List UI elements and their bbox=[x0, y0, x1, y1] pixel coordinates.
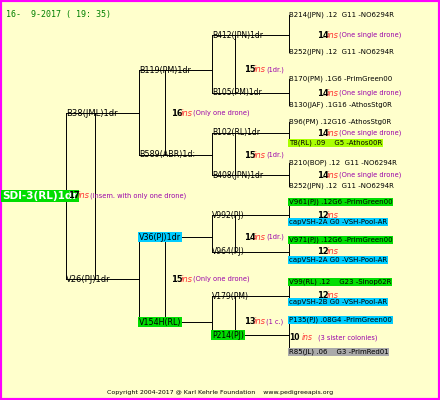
Text: ins: ins bbox=[302, 334, 313, 342]
Text: capVSH-2A G0 -VSH-Pool-AR: capVSH-2A G0 -VSH-Pool-AR bbox=[289, 257, 387, 263]
Text: P214(PJ): P214(PJ) bbox=[212, 330, 244, 340]
Text: B119(PM)1dr: B119(PM)1dr bbox=[139, 66, 191, 74]
Text: ins: ins bbox=[327, 292, 339, 300]
Text: 15: 15 bbox=[171, 274, 183, 284]
Text: 16: 16 bbox=[171, 108, 183, 118]
Text: (Only one drone): (Only one drone) bbox=[193, 110, 249, 116]
Text: ins: ins bbox=[327, 30, 339, 40]
Text: ins: ins bbox=[254, 232, 266, 242]
Text: 12: 12 bbox=[317, 292, 329, 300]
Text: 14: 14 bbox=[317, 170, 329, 180]
Text: V961(PJ) .12G6 -PrimGreen00: V961(PJ) .12G6 -PrimGreen00 bbox=[289, 199, 392, 205]
Text: B105(PM)1dr: B105(PM)1dr bbox=[212, 88, 262, 98]
Text: ins: ins bbox=[78, 192, 90, 200]
Text: ins: ins bbox=[327, 248, 339, 256]
Text: B130(JAF) .1G16 -AthosStg0R: B130(JAF) .1G16 -AthosStg0R bbox=[289, 102, 392, 108]
Text: (Insem. with only one drone): (Insem. with only one drone) bbox=[90, 193, 186, 199]
Text: (3 sister colonies): (3 sister colonies) bbox=[318, 335, 378, 341]
Text: (1dr.): (1dr.) bbox=[266, 152, 284, 158]
Text: (1dr.): (1dr.) bbox=[266, 67, 284, 73]
Text: B96(PM) .12G16 -AthosStg0R: B96(PM) .12G16 -AthosStg0R bbox=[289, 119, 391, 125]
Text: B38(JML)1dr: B38(JML)1dr bbox=[66, 108, 117, 118]
Text: SDI-3(RL)1dr: SDI-3(RL)1dr bbox=[2, 191, 77, 201]
Text: V26(PJ)1dr: V26(PJ)1dr bbox=[66, 274, 110, 284]
Text: B252(JPN) .12  G11 -NO6294R: B252(JPN) .12 G11 -NO6294R bbox=[289, 49, 394, 55]
Text: V36(PJ)1dr: V36(PJ)1dr bbox=[139, 232, 181, 242]
Text: Copyright 2004-2017 @ Karl Kehrle Foundation    www.pedigreeapis.org: Copyright 2004-2017 @ Karl Kehrle Founda… bbox=[107, 390, 333, 395]
Text: B408(JPN)1dr: B408(JPN)1dr bbox=[212, 170, 263, 180]
Text: 14: 14 bbox=[317, 128, 329, 138]
Text: ins: ins bbox=[254, 318, 266, 326]
Text: (Only one drone): (Only one drone) bbox=[193, 276, 249, 282]
Text: ins: ins bbox=[327, 128, 339, 138]
Text: 17: 17 bbox=[68, 192, 80, 200]
Text: 14: 14 bbox=[317, 88, 329, 98]
Text: capVSH-2A G0 -VSH-Pool-AR: capVSH-2A G0 -VSH-Pool-AR bbox=[289, 219, 387, 225]
Text: (One single drone): (One single drone) bbox=[339, 130, 401, 136]
Text: 12: 12 bbox=[317, 210, 329, 220]
Text: 14: 14 bbox=[317, 30, 329, 40]
Text: 15: 15 bbox=[244, 150, 256, 160]
Text: ins: ins bbox=[327, 210, 339, 220]
Text: 12: 12 bbox=[317, 248, 329, 256]
Text: (1 c.): (1 c.) bbox=[266, 319, 283, 325]
Text: (One single drone): (One single drone) bbox=[339, 172, 401, 178]
Text: ins: ins bbox=[181, 274, 193, 284]
Text: V179(PM): V179(PM) bbox=[212, 292, 249, 300]
Text: 16-  9-2017 ( 19: 35): 16- 9-2017 ( 19: 35) bbox=[6, 10, 111, 19]
Text: (One single drone): (One single drone) bbox=[339, 90, 401, 96]
Text: 15: 15 bbox=[244, 66, 256, 74]
Text: (One single drone): (One single drone) bbox=[339, 32, 401, 38]
Text: R85(JL) .06    G3 -PrimRed01: R85(JL) .06 G3 -PrimRed01 bbox=[289, 349, 389, 355]
Text: P135(PJ) .08G4 -PrimGreen00: P135(PJ) .08G4 -PrimGreen00 bbox=[289, 317, 392, 323]
Text: V971(PJ) .12G6 -PrimGreen00: V971(PJ) .12G6 -PrimGreen00 bbox=[289, 237, 392, 243]
Text: B412(JPN)1dr: B412(JPN)1dr bbox=[212, 30, 263, 40]
Text: B252(JPN) .12  G11 -NO6294R: B252(JPN) .12 G11 -NO6294R bbox=[289, 183, 394, 189]
Text: B210(BOP) .12  G11 -NO6294R: B210(BOP) .12 G11 -NO6294R bbox=[289, 160, 397, 166]
Text: V154H(RL): V154H(RL) bbox=[139, 318, 181, 326]
Text: ins: ins bbox=[327, 88, 339, 98]
Text: B102(RL)1dr: B102(RL)1dr bbox=[212, 128, 260, 138]
Text: 14: 14 bbox=[244, 232, 256, 242]
Text: V964(PJ): V964(PJ) bbox=[212, 248, 245, 256]
Text: B589(ABR)1d:: B589(ABR)1d: bbox=[139, 150, 195, 160]
Text: V992(PJ): V992(PJ) bbox=[212, 210, 245, 220]
Text: capVSH-2B G0 -VSH-Pool-AR: capVSH-2B G0 -VSH-Pool-AR bbox=[289, 299, 387, 305]
Text: 13: 13 bbox=[244, 318, 256, 326]
Text: ins: ins bbox=[327, 170, 339, 180]
Text: ins: ins bbox=[254, 150, 266, 160]
Text: T8(RL) .09    G5 -Athos00R: T8(RL) .09 G5 -Athos00R bbox=[289, 140, 382, 146]
Text: V99(RL) .12    G23 -Sinop62R: V99(RL) .12 G23 -Sinop62R bbox=[289, 279, 391, 285]
Text: B170(PM) .1G6 -PrimGreen00: B170(PM) .1G6 -PrimGreen00 bbox=[289, 76, 392, 82]
Text: B214(JPN) .12  G11 -NO6294R: B214(JPN) .12 G11 -NO6294R bbox=[289, 12, 394, 18]
Text: (1dr.): (1dr.) bbox=[266, 234, 284, 240]
Text: ins: ins bbox=[254, 66, 266, 74]
Text: ins: ins bbox=[181, 108, 193, 118]
Text: 10: 10 bbox=[289, 334, 300, 342]
